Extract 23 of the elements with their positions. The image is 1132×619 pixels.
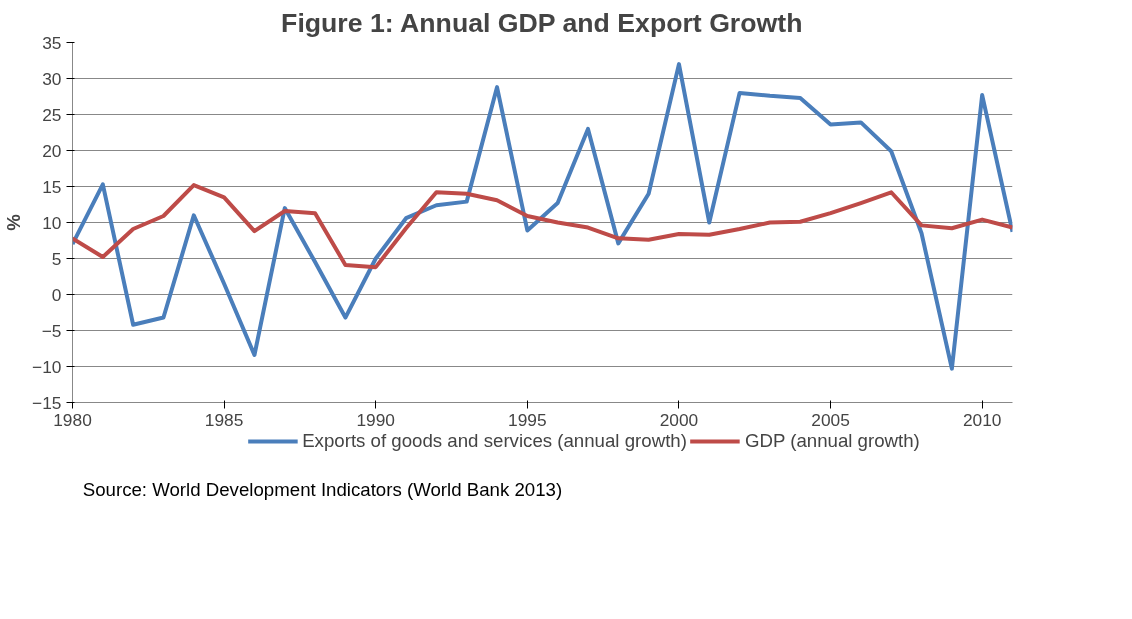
y-tick-label: 15 — [42, 176, 62, 197]
legend-label: Exports of goods and services (annual growth) — [302, 430, 687, 452]
y-tick-label: 0 — [51, 284, 62, 305]
y-tick-label: 20 — [42, 140, 62, 161]
y-tick-label: 25 — [42, 104, 62, 125]
y-tick-label: 30 — [42, 68, 62, 89]
legend-label: GDP (annual growth) — [744, 430, 920, 452]
x-tick-label: 1990 — [356, 409, 396, 430]
y-tick-label: −5 — [41, 320, 62, 341]
y-tick-label: 5 — [51, 248, 62, 269]
x-tick-label: 1985 — [204, 409, 244, 430]
source-note: Source: World Development Indicators (World Bank 2013) — [82, 478, 563, 500]
x-tick-label: 2005 — [811, 409, 850, 430]
line-series — [72, 183, 1013, 270]
chart-title: Figure 1: Annual GDP and Export Growth — [281, 7, 803, 38]
y-tick-label: 10 — [42, 212, 62, 233]
line-series — [72, 62, 1013, 371]
y-axis-title: % — [3, 213, 25, 231]
y-tick-label: 35 — [42, 32, 62, 53]
y-tick-label: −10 — [32, 356, 62, 377]
x-tick-label: 1995 — [508, 409, 547, 430]
x-tick-label: 2010 — [962, 409, 1002, 430]
x-tick-label: 2000 — [659, 409, 699, 430]
